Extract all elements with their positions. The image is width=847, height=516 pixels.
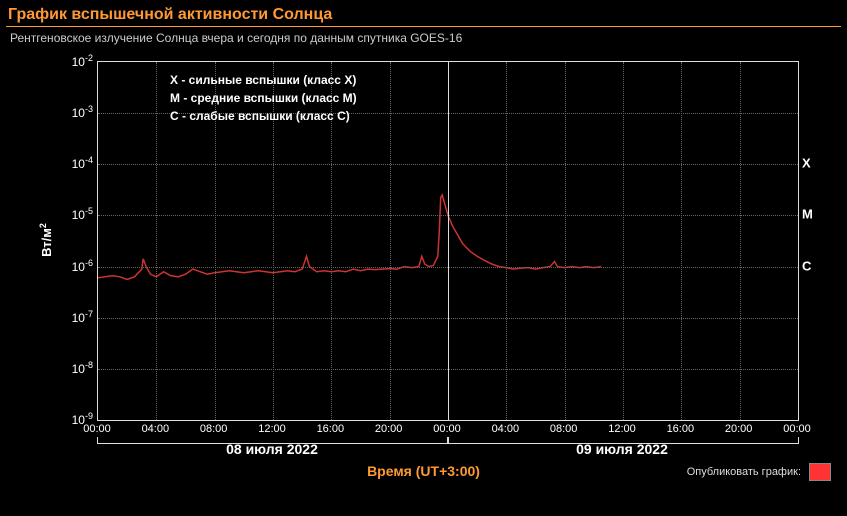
x-tick: 12:00 <box>258 423 286 435</box>
grid-v <box>740 62 741 420</box>
y-tick: 10-4 <box>72 155 93 171</box>
legend-line: M - средние вспышки (класс M) <box>170 89 357 107</box>
grid-v <box>623 62 624 420</box>
x-tick: 04:00 <box>492 423 520 435</box>
x-tick: 20:00 <box>375 423 403 435</box>
page-title: График вспышечной активности Солнца <box>0 0 847 26</box>
date-label: 09 июля 2022 <box>576 441 668 457</box>
x-tick: 04:00 <box>142 423 170 435</box>
publish-label: Опубликовать график: <box>687 466 801 478</box>
x-tick: 00:00 <box>783 423 811 435</box>
x-tick: 20:00 <box>725 423 753 435</box>
y-tick: 10-7 <box>72 309 93 325</box>
legend: X - сильные вспышки (класс X)M - средние… <box>170 71 357 125</box>
y-axis-label: Вт/м2 <box>38 223 54 257</box>
x-tick: 16:00 <box>317 423 345 435</box>
legend-line: X - сильные вспышки (класс X) <box>170 71 357 89</box>
grid-v <box>681 62 682 420</box>
grid-v <box>506 62 507 420</box>
class-marker: C <box>802 258 811 273</box>
class-marker: X <box>802 156 811 171</box>
y-tick: 10-3 <box>72 104 93 120</box>
x-tick: 12:00 <box>608 423 636 435</box>
legend-line: С - слабые вспышки (класс C) <box>170 107 357 125</box>
y-tick: 10-6 <box>72 258 93 274</box>
class-marker: M <box>802 207 813 222</box>
x-tick: 08:00 <box>200 423 228 435</box>
x-tick: 16:00 <box>667 423 695 435</box>
grid-v <box>156 62 157 420</box>
x-tick: 08:00 <box>550 423 578 435</box>
y-tick: 10-8 <box>72 360 93 376</box>
y-tick: 10-5 <box>72 206 93 222</box>
chart-container: Вт/м2 Время (UT+3:00) Опубликовать графи… <box>0 51 847 481</box>
x-tick: 00:00 <box>433 423 461 435</box>
grid-v <box>565 62 566 420</box>
page-subtitle: Рентгеновское излучение Солнца вчера и с… <box>0 31 847 51</box>
day-divider <box>448 62 449 420</box>
y-tick: 10-2 <box>72 53 93 69</box>
title-underline <box>6 26 841 27</box>
grid-v <box>390 62 391 420</box>
x-tick: 00:00 <box>83 423 111 435</box>
publish-color-box[interactable] <box>809 463 831 481</box>
publish-row: Опубликовать график: <box>687 463 831 481</box>
date-label: 08 июля 2022 <box>226 441 318 457</box>
x-axis-label: Время (UT+3:00) <box>367 463 480 479</box>
